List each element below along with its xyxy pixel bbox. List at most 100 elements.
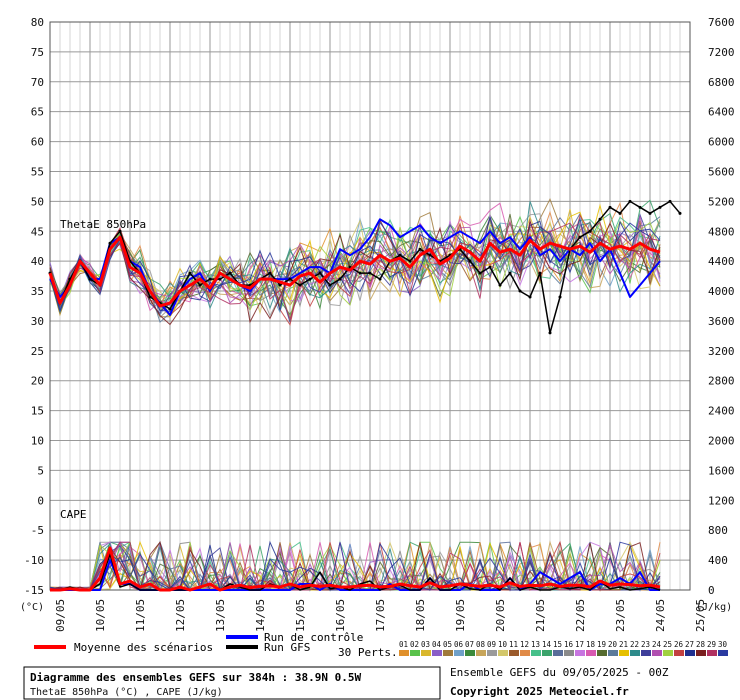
- gfs-theta-series-point: [608, 205, 612, 209]
- pert-legend-number: 30: [718, 640, 728, 649]
- cape-section-label: CAPE: [60, 508, 87, 521]
- right-tick-label: 4400: [708, 255, 735, 268]
- pert-legend-swatch: [487, 650, 497, 656]
- pert-legend-swatch: [410, 650, 420, 656]
- gfs-theta-series-point: [308, 277, 312, 281]
- gfs-theta-series-point: [618, 211, 622, 215]
- pert-legend-number: 24: [652, 640, 662, 649]
- left-tick-label: 70: [31, 76, 44, 89]
- info-subtitle: ThetaE 850hPa (°C) , CAPE (J/kg): [30, 687, 223, 698]
- pert-legend-number: 28: [696, 640, 706, 649]
- pert-legend-number: 06: [454, 640, 464, 649]
- pert-legend-number: 29: [707, 640, 716, 649]
- gfs-theta-series-point: [338, 277, 342, 281]
- gfs-theta-series-point: [478, 271, 482, 275]
- pert-legend-swatch: [498, 650, 508, 656]
- gfs-theta-series-point: [498, 283, 502, 287]
- mean-cape-series: [50, 546, 661, 592]
- right-tick-label: 3600: [708, 315, 735, 328]
- x-tick-label: 13/05: [214, 599, 227, 632]
- x-tick-label: 18/05: [414, 599, 427, 632]
- pert-legend-number: 04: [432, 640, 442, 649]
- pert-legend-number: 05: [443, 640, 452, 649]
- gfs-theta-series-point: [368, 271, 372, 275]
- pert-legend-number: 08: [476, 640, 486, 649]
- mean-theta-series: [48, 235, 661, 308]
- member-theta-line: [49, 219, 661, 321]
- theta-section-label: ThetaE 850hPa: [60, 218, 146, 231]
- right-tick-label: 3200: [708, 345, 735, 358]
- left-tick-label: 10: [31, 435, 44, 448]
- gfs-theta-series-point: [518, 289, 522, 293]
- x-tick-label: 21/05: [534, 599, 547, 632]
- gfs-theta-series-point: [528, 295, 532, 299]
- right-tick-label: 400: [708, 554, 728, 567]
- gfs-theta-series-point: [578, 235, 582, 239]
- pert-legend-swatch: [399, 650, 409, 656]
- gfs-theta-series-point: [88, 277, 92, 281]
- right-tick-label: 7200: [708, 46, 735, 59]
- right-axis-ticks: 7600720068006400600056005200480044004000…: [708, 16, 735, 597]
- gfs-theta-series-point: [198, 283, 202, 287]
- pert-legend-number: 03: [421, 640, 430, 649]
- pert-legend-swatch: [421, 650, 431, 656]
- legend-gfs-label: Run GFS: [264, 641, 310, 654]
- x-tick-label: 16/05: [334, 599, 347, 632]
- pert-legend-number: 27: [685, 640, 694, 649]
- gfs-theta-series-point: [268, 271, 272, 275]
- gfs-theta-series-point: [188, 271, 192, 275]
- gfs-theta-series-point: [428, 253, 432, 257]
- legend-mean-label: Moyenne des scénarios: [74, 641, 213, 654]
- pert-legend-number: 14: [542, 640, 552, 649]
- right-tick-label: 4000: [708, 285, 735, 298]
- pert-legend-swatch: [641, 650, 651, 656]
- left-tick-label: 80: [31, 16, 44, 29]
- gfs-theta-series-point: [288, 277, 292, 281]
- gfs-theta-series-point: [228, 271, 232, 275]
- member-cape-line: [49, 541, 661, 592]
- gfs-theta-series-point: [168, 307, 172, 311]
- pert-legend-number: 13: [531, 640, 540, 649]
- left-tick-label: -10: [24, 554, 44, 567]
- right-tick-label: 6400: [708, 106, 735, 119]
- gfs-theta-series-point: [508, 271, 512, 275]
- pert-legend-number: 21: [619, 640, 628, 649]
- gfs-theta-series-point: [658, 205, 662, 209]
- gfs-theta-series-point: [278, 283, 282, 287]
- left-tick-label: 40: [31, 255, 44, 268]
- ensemble-run-label: Ensemble GEFS du 09/05/2025 - 00Z: [450, 666, 669, 679]
- member-theta-line: [49, 203, 661, 318]
- gfs-theta-series-point: [108, 241, 112, 245]
- pert-legend-swatch: [674, 650, 684, 656]
- pert-legend-swatch: [707, 650, 717, 656]
- x-tick-label: 09/05: [54, 599, 67, 632]
- pert-legend-number: 15: [553, 640, 562, 649]
- gfs-theta-series-point: [488, 265, 492, 269]
- pert-legend-number: 17: [575, 640, 584, 649]
- pert-legend-swatch: [597, 650, 607, 656]
- left-tick-label: -15: [24, 584, 44, 597]
- gfs-theta-series-point: [548, 331, 552, 335]
- right-tick-label: 6000: [708, 136, 735, 149]
- pert-legend-number: 07: [465, 640, 474, 649]
- left-tick-label: 5: [37, 464, 44, 477]
- gfs-theta-series-point: [418, 247, 422, 251]
- pert-legend-swatch: [432, 650, 442, 656]
- right-tick-label: 1600: [708, 464, 735, 477]
- pert-legend-swatch: [663, 650, 673, 656]
- pert-legend-number: 22: [630, 640, 639, 649]
- pert-legend-number: 02: [410, 640, 419, 649]
- left-tick-label: 65: [31, 106, 44, 119]
- left-tick-label: 60: [31, 136, 44, 149]
- gfs-theta-series-point: [208, 277, 212, 281]
- right-tick-label: 2800: [708, 375, 735, 388]
- x-tick-label: 23/05: [614, 599, 627, 632]
- left-tick-label: 75: [31, 46, 44, 59]
- pert-legend-number: 18: [586, 640, 596, 649]
- gfs-theta-series-point: [358, 271, 362, 275]
- left-tick-label: -5: [31, 524, 44, 537]
- x-tick-label: 12/05: [174, 599, 187, 632]
- pert-legend-number: 23: [641, 640, 650, 649]
- pert-legend-swatch: [630, 650, 640, 656]
- gfs-theta-series-point: [148, 295, 152, 299]
